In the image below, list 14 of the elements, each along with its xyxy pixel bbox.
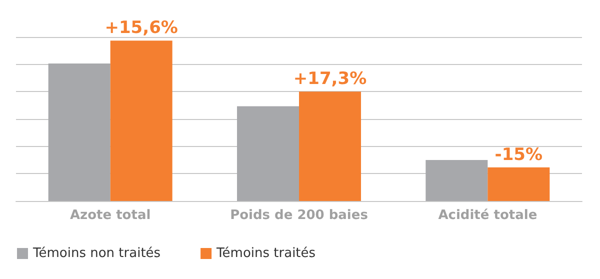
legend-label: Témoins traités (216, 246, 316, 261)
bar (426, 160, 488, 201)
bar (488, 167, 550, 201)
annotation: -15% (494, 144, 543, 165)
bar (299, 92, 361, 201)
bar (110, 40, 172, 201)
x-tick-label: Azote total (70, 208, 151, 223)
bar (237, 106, 299, 201)
x-tick-label: Acidité totale (438, 208, 538, 223)
annotation: +17,3% (293, 69, 367, 90)
x-tick-label: Poids de 200 baies (230, 208, 368, 223)
legend-label: Témoins non traités (32, 246, 161, 261)
bar (48, 63, 110, 201)
annotation: +15,6% (104, 18, 178, 38)
